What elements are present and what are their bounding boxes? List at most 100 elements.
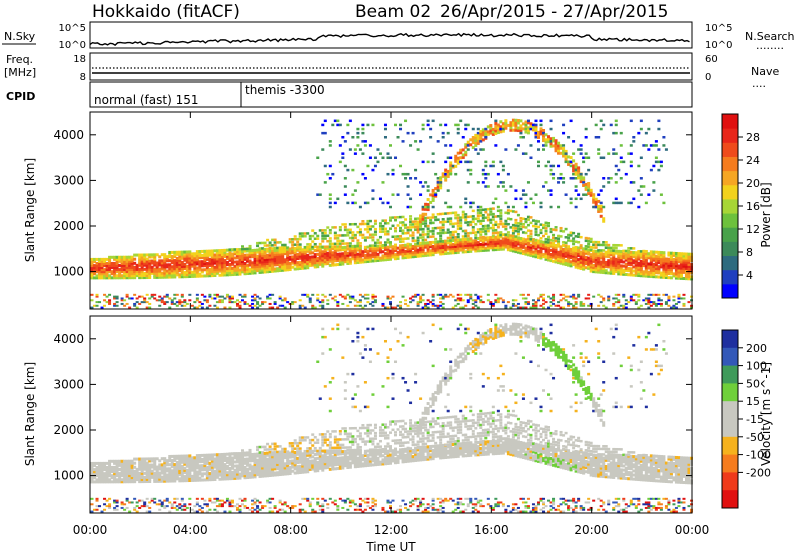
- power-cell: [123, 276, 127, 280]
- power-cell: [170, 301, 174, 304]
- power-cell: [323, 247, 327, 251]
- power-cell: [316, 263, 320, 267]
- power-cell: [238, 268, 242, 272]
- power-cell: [504, 121, 508, 125]
- velocity-cell: [143, 459, 147, 463]
- power-cell: [554, 250, 558, 254]
- power-cell: [190, 260, 194, 264]
- velocity-cell: [130, 461, 134, 465]
- power-cell: [642, 272, 646, 276]
- power-cell: [353, 201, 357, 205]
- power-cell: [639, 119, 643, 123]
- velocity-cell: [220, 477, 224, 481]
- velocity-cell: [210, 501, 214, 504]
- velocity-cell: [128, 480, 132, 484]
- power-cell: [331, 297, 335, 300]
- power-cell: [323, 295, 327, 298]
- velocity-cell: [158, 477, 162, 481]
- power-cell: [599, 270, 603, 274]
- power-cell: [514, 227, 518, 230]
- power-cell: [158, 259, 162, 263]
- power-cell: [511, 232, 515, 235]
- power-cell: [115, 263, 119, 267]
- power-cell: [439, 242, 443, 246]
- power-cell: [664, 261, 668, 265]
- power-cell: [679, 264, 683, 268]
- power-cell: [559, 245, 563, 249]
- power-cell: [592, 246, 596, 249]
- power-cell: [536, 255, 540, 259]
- power-cell: [684, 268, 688, 272]
- power-cell: [486, 293, 490, 296]
- power-cell: [311, 240, 315, 243]
- power-cell: [170, 299, 174, 302]
- power-cell: [356, 248, 360, 252]
- power-cell: [348, 249, 352, 253]
- power-cell: [474, 239, 478, 243]
- power-cell: [654, 258, 658, 262]
- power-cell: [526, 223, 530, 227]
- power-cell: [544, 253, 548, 257]
- power-cell: [627, 269, 631, 273]
- velocity-cell: [178, 505, 182, 508]
- power-cell: [569, 260, 573, 264]
- velocity-cell: [193, 464, 197, 468]
- power-cell: [444, 239, 448, 243]
- power-cell: [271, 259, 275, 263]
- velocity-cell: [215, 471, 219, 475]
- power-cell: [554, 256, 558, 260]
- power-cell: [542, 299, 546, 302]
- velocity-cell: [175, 456, 179, 460]
- power-cell: [526, 181, 530, 184]
- power-cell: [644, 252, 648, 256]
- power-cell: [526, 293, 530, 296]
- power-cell: [441, 131, 445, 135]
- velocity-cell: [128, 469, 132, 473]
- velocity-cell: [105, 468, 109, 472]
- power-cell: [419, 220, 423, 224]
- power-cell: [394, 227, 398, 230]
- power-cell: [331, 247, 335, 251]
- velocity-cell: [213, 463, 217, 467]
- power-cell: [544, 247, 548, 251]
- power-cell: [539, 132, 543, 136]
- power-cell: [567, 263, 571, 267]
- power-cell: [461, 153, 465, 157]
- power-cell: [534, 222, 538, 226]
- power-cell: [333, 248, 337, 252]
- power-cell: [612, 253, 616, 257]
- power-cell: [368, 219, 372, 223]
- power-cell: [534, 242, 538, 246]
- power-cell: [662, 273, 666, 277]
- power-cell: [351, 253, 355, 257]
- power-cell: [499, 297, 503, 300]
- power-cell: [160, 253, 164, 257]
- power-cell: [426, 119, 430, 123]
- velocity-cell: [183, 475, 187, 479]
- power-cell: [669, 272, 673, 276]
- velocity-cell: [115, 480, 119, 484]
- power-cell: [103, 257, 107, 261]
- power-cell: [108, 261, 112, 265]
- power-cell: [338, 228, 342, 232]
- velocity-cell: [185, 454, 189, 458]
- power-cell: [644, 256, 648, 260]
- power-cell: [361, 252, 365, 256]
- power-cell: [163, 269, 167, 273]
- power-cell: [441, 226, 445, 229]
- power-cell: [414, 246, 418, 250]
- velocity-cell: [128, 463, 132, 467]
- power-cell: [662, 259, 666, 263]
- power-cell: [476, 243, 480, 247]
- power-cell: [411, 225, 415, 229]
- power-cell: [268, 306, 272, 309]
- power-cell: [534, 119, 538, 123]
- power-cell: [461, 229, 465, 233]
- power-cell: [574, 301, 578, 304]
- power-cell: [526, 245, 530, 249]
- power-cell: [170, 257, 174, 261]
- power-cell: [642, 262, 646, 266]
- power-cell: [617, 270, 621, 274]
- power-cell: [484, 134, 488, 138]
- velocity-cell: [203, 457, 207, 461]
